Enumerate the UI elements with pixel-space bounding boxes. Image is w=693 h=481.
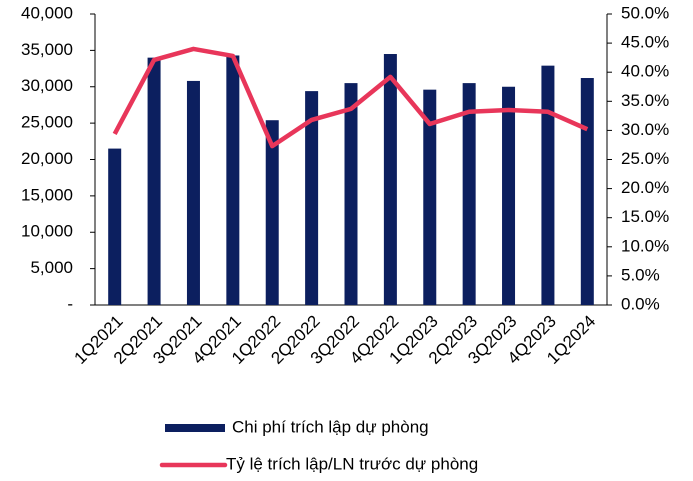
bar: [580, 78, 594, 306]
y-tick-label: 40,000: [21, 3, 73, 22]
bar: [226, 55, 240, 305]
y2-tick-label: 10.0%: [621, 236, 669, 255]
bar: [147, 57, 161, 306]
bar: [265, 120, 279, 305]
y2-tick-label: 20.0%: [621, 178, 669, 197]
line: [112, 46, 589, 149]
y-tick-label: 20,000: [21, 149, 73, 168]
legend-label: Chi phí trích lập dự phòng: [232, 417, 429, 436]
bar: [344, 83, 358, 305]
legend-swatch: [165, 424, 225, 432]
bar: [502, 86, 516, 305]
y-tick-label: 10,000: [21, 222, 73, 241]
y-tick-label: 30,000: [21, 76, 73, 95]
bar: [186, 80, 200, 306]
y-tick-label: 25,000: [21, 113, 73, 132]
bar: [305, 91, 319, 306]
y2-tick-label: 5.0%: [621, 265, 660, 284]
y-tick-label: 15,000: [21, 185, 73, 204]
y2-tick-label: 25.0%: [621, 149, 669, 168]
legend-label: Tỷ lệ trích lập/LN trước dự phòng: [226, 454, 478, 473]
y2-tick-label: 0.0%: [621, 294, 660, 313]
bar: [108, 148, 122, 305]
bar: [462, 83, 476, 305]
y-tick-label: 5,000: [30, 258, 73, 277]
bar: [541, 65, 555, 305]
y2-tick-label: 30.0%: [621, 120, 669, 139]
bar: [423, 89, 437, 305]
y2-tick-label: 35.0%: [621, 91, 669, 110]
y2-tick-label: 45.0%: [621, 33, 669, 52]
y2-tick-label: 15.0%: [621, 207, 669, 226]
y2-tick-label: 50.0%: [621, 3, 669, 22]
y-tick-label: 35,000: [21, 40, 73, 59]
bar: [383, 54, 397, 306]
y2-tick-label: 40.0%: [621, 62, 669, 81]
y-tick-label: -: [67, 294, 73, 313]
